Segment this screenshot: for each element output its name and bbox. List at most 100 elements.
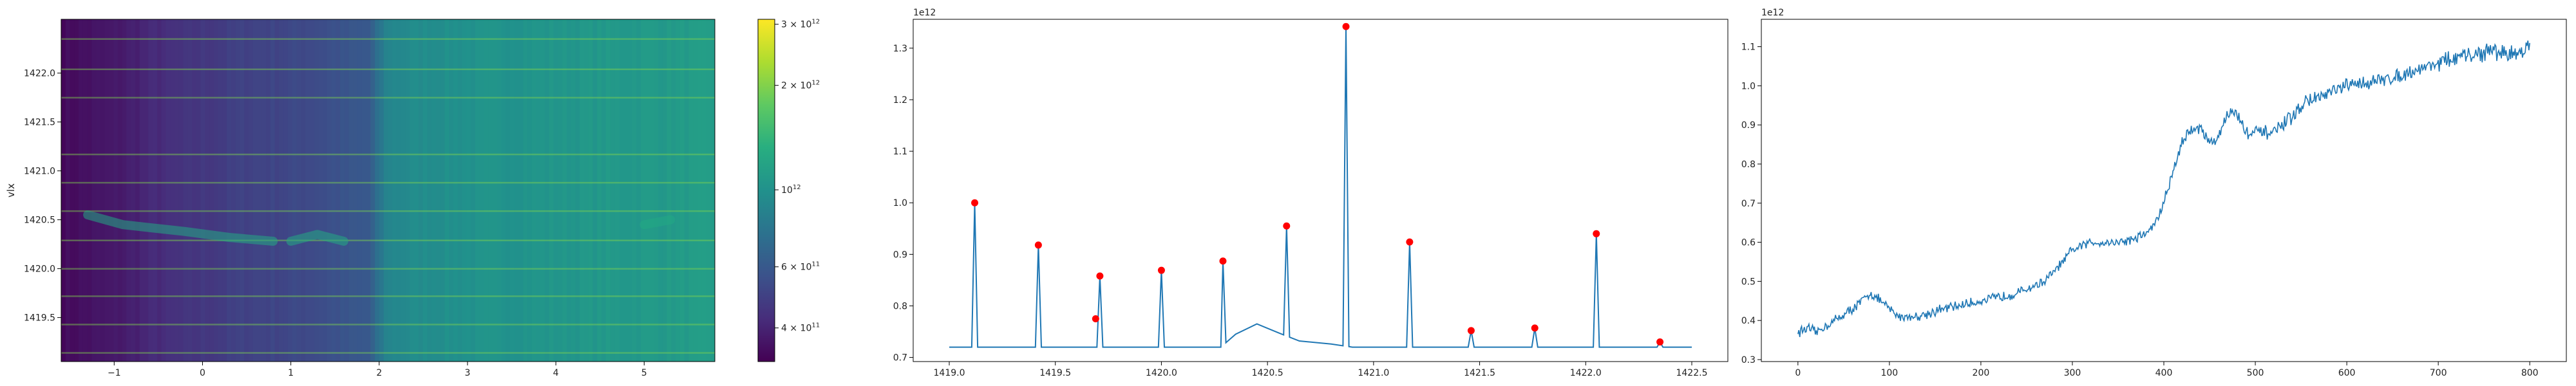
- heatmap-column: [435, 19, 441, 362]
- peaks-x-tick-label: 1421.5: [1464, 368, 1495, 378]
- heatmap-x-tick-label: 5: [641, 368, 647, 378]
- heatmap-column: [444, 19, 450, 362]
- heatmap-column: [222, 19, 227, 362]
- heatmap-column: [536, 19, 541, 362]
- heatmap-image: [61, 19, 715, 362]
- heatmap-y-tick-label: 1421.0: [24, 167, 55, 177]
- heatmap-column: [375, 19, 380, 362]
- trend-plot-frame: [1761, 19, 2567, 362]
- heatmap-y-tick-label: 1419.5: [24, 313, 55, 324]
- heatmap-column: [475, 19, 480, 362]
- peaks-x-tick-label: 1422.0: [1570, 368, 1602, 378]
- heatmap-column: [122, 19, 128, 362]
- heatmap-column: [658, 19, 663, 362]
- heatmap-column: [549, 19, 554, 362]
- heatmap-column: [353, 19, 358, 362]
- heatmap-column: [527, 19, 533, 362]
- peak-marker: [1092, 315, 1099, 322]
- colorbar-tick-label: 1012: [781, 184, 801, 196]
- heatmap-y-axis-label: vlx: [5, 183, 17, 198]
- heatmap-column: [471, 19, 476, 362]
- heatmap-x-tick-label: 1: [288, 368, 294, 378]
- heatmap-column: [506, 19, 511, 362]
- heatmap-column: [514, 19, 520, 362]
- trend-x-tick-label: 700: [2430, 368, 2447, 378]
- heatmap-column: [566, 19, 572, 362]
- heatmap-column: [501, 19, 506, 362]
- heatmap-column: [392, 19, 397, 362]
- trend-y-tick-label: 0.6: [1741, 238, 1756, 248]
- peak-marker: [1096, 272, 1104, 280]
- heatmap-column: [366, 19, 372, 362]
- heatmap-column: [357, 19, 363, 362]
- heatmap-column: [588, 19, 594, 362]
- heatmap-column: [509, 19, 515, 362]
- heatmap-column: [192, 19, 197, 362]
- heatmap-bright-row: [61, 68, 715, 70]
- heatmap-column: [361, 19, 367, 362]
- heatmap-column: [422, 19, 428, 362]
- heatmap-column: [248, 19, 254, 362]
- heatmap-column: [484, 19, 489, 362]
- heatmap-bright-row: [61, 268, 715, 270]
- heatmap-column: [457, 19, 463, 362]
- heatmap-column: [427, 19, 432, 362]
- heatmap-column: [640, 19, 646, 362]
- heatmap-column: [693, 19, 698, 362]
- heatmap-x-tick-label: 0: [200, 368, 205, 378]
- colorbar-gradient: [757, 19, 775, 362]
- heatmap-column: [70, 19, 75, 362]
- heatmap-column: [348, 19, 354, 362]
- heatmap-column: [153, 19, 158, 362]
- trend-y-tick-label: 1.1: [1741, 42, 1756, 53]
- heatmap-column: [488, 19, 493, 362]
- heatmap-column: [309, 19, 315, 362]
- colorbar-tick-label: 4 × 1011: [781, 322, 820, 334]
- peak-marker: [1034, 241, 1042, 249]
- heatmap-column: [697, 19, 703, 362]
- heatmap-column: [274, 19, 279, 362]
- heatmap-column: [562, 19, 567, 362]
- peaks-x-tick-label: 1421.0: [1358, 368, 1389, 378]
- heatmap-column: [610, 19, 615, 362]
- heatmap-column: [287, 19, 293, 362]
- heatmap-y-tick-label: 1420.0: [24, 264, 55, 275]
- heatmap-column: [531, 19, 537, 362]
- heatmap-column: [540, 19, 545, 362]
- heatmap-column: [580, 19, 585, 362]
- heatmap-column: [401, 19, 406, 362]
- heatmap-column: [388, 19, 393, 362]
- heatmap-panel: −1 0 1 2 3 4 5 1419.51420.01420.51421.01421.51…: [5, 19, 715, 378]
- heatmap-column: [545, 19, 550, 362]
- peaks-series-line: [949, 26, 1692, 348]
- heatmap-column: [623, 19, 629, 362]
- trend-x-tick-label: 500: [2247, 368, 2264, 378]
- heatmap-column: [283, 19, 289, 362]
- heatmap-column: [379, 19, 384, 362]
- heatmap-column: [74, 19, 79, 362]
- heatmap-column: [117, 19, 123, 362]
- heatmap-column: [205, 19, 210, 362]
- heatmap-column: [231, 19, 236, 362]
- peak-marker: [1656, 338, 1664, 346]
- heatmap-bright-row: [61, 295, 715, 297]
- heatmap-x-tick-label: 2: [376, 368, 382, 378]
- heatmap-column: [462, 19, 467, 362]
- heatmap-bright-row: [61, 210, 715, 212]
- heatmap-column: [649, 19, 654, 362]
- heatmap-column: [575, 19, 580, 362]
- heatmap-bright-row: [61, 239, 715, 241]
- heatmap-column: [601, 19, 607, 362]
- heatmap-column: [213, 19, 219, 362]
- trend-y-tick-label: 0.8: [1741, 160, 1756, 170]
- heatmap-column: [405, 19, 410, 362]
- heatmap-column: [240, 19, 245, 362]
- colorbar-tick-label: 3 × 1012: [781, 19, 820, 30]
- heatmap-column: [466, 19, 471, 362]
- peaks-y-tick-label: 1.2: [893, 95, 907, 106]
- heatmap-column: [370, 19, 375, 362]
- heatmap-column: [619, 19, 624, 362]
- trend-x-tick-label: 0: [1795, 368, 1801, 378]
- colorbar-tick-label: 2 × 1012: [781, 80, 820, 91]
- heatmap-column: [183, 19, 188, 362]
